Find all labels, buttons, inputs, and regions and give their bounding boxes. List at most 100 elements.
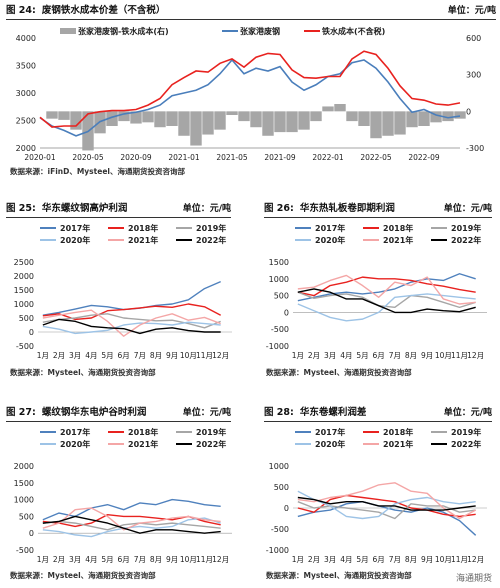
y-tick-label: -1000 [266,546,289,555]
x-tick-label: 10月 [435,351,452,360]
figure-25-chart: -500 0 500 1000 1500 2000 2500 1月 2月 3月 4月 5月 6月 7月 8月… [14,223,232,360]
figure-25-rule [6,217,231,218]
x-tick-label: 3月 [69,351,81,360]
x-tick-label: 7月 [389,555,401,564]
y-tick-label: -1000 [266,342,289,351]
area-bar [70,111,82,130]
series-line [297,494,476,518]
figure-28-source: 数据来源：Mysteel、海通期货投资咨询部 [266,571,412,580]
x-tick-label: 5月 [356,555,368,564]
x-tick-label: 1月 [37,351,49,360]
figure-unit: 单位：元/吨 [447,5,496,16]
y-tick-label: 1000 [14,496,34,505]
legend-label: 2019年 [451,427,481,437]
legend-label: 2020年 [60,235,90,245]
y-tick-label: -500 [271,525,289,534]
x-tick-label: 7月 [134,555,146,564]
series-line [42,498,221,521]
legend-label: 2022年 [196,439,226,449]
x-tick-label: 5月 [101,555,113,564]
x-tick-label: 4月 [85,351,97,360]
area-bar [454,111,466,119]
x-tick-label: 9月 [166,555,178,564]
figure-24-header: 图 24: 废钢铁水成本价差（不含税） 单位：元/吨 [6,0,496,18]
area-bar [442,111,454,122]
legend-label: 张家港废钢-铁水成本(右) [78,26,169,36]
y-tick-label: 1000 [269,462,289,471]
series-line [42,515,221,534]
x-tick-label: 5月 [101,351,113,360]
series-line [42,303,222,321]
y-tick-label-right: 0 [466,107,471,116]
series-line [297,293,476,322]
figure-number: 图 24: [6,5,36,16]
x-tick-label: 8月 [405,555,417,564]
x-tick-label: 4月 [340,555,352,564]
x-tick-label: 2月 [308,351,320,360]
series-line [297,288,476,314]
legend-label: 2021年 [128,235,158,245]
area-bar [202,111,214,135]
area-bar [334,104,346,112]
x-tick-label: 9月 [166,351,178,360]
y-tick-label: 2000 [14,462,34,471]
series-line [39,50,461,128]
x-tick-label: 11月 [196,351,213,360]
area-bar [214,111,226,130]
legend-label: 2019年 [196,223,226,233]
figure-title: 华东热轧板卷即期利润 [299,203,395,214]
figure-24-source: 数据来源：iFinD、Mysteel、海通期货投资咨询部 [10,167,185,176]
x-tick-label: 8月 [150,351,162,360]
y-tick-label: 0 [284,308,289,317]
area-bar [430,111,442,123]
legend-label: 2021年 [383,439,413,449]
series-line [42,318,221,335]
area-bar [418,111,430,126]
x-tick-label: 6月 [118,351,130,360]
area-bar [310,111,322,122]
legend-label: 2017年 [315,223,345,233]
y-tick-label-left: 2000 [16,144,36,153]
y-tick-label-right: 600 [466,34,481,43]
legend-label: 2017年 [315,427,345,437]
figure-title: 螺纹钢华东电炉谷时利润 [41,407,147,418]
area-bar [58,111,70,120]
legend-label: 2022年 [196,235,226,245]
legend-label: 2019年 [196,427,226,437]
y-tick-label: 2500 [14,258,34,267]
figure-26-source: 数据来源：Mysteel、海通期货投资咨询部 [266,368,412,377]
figure-number: 图 26: [264,203,294,214]
x-tick-label: 11月 [451,555,468,564]
series-line [42,517,221,538]
area-bar [370,111,382,139]
legend-label: 2021年 [128,439,158,449]
figure-27-header: 图 27: 螺纹钢华东电炉谷时利润 单位：元/吨 [6,402,231,420]
legend-label: 2017年 [60,223,90,233]
x-tick-label: 7月 [134,351,146,360]
y-tick-label: -500 [16,342,34,351]
y-tick-label: 1500 [269,258,289,267]
x-tick-label: 2020-09 [120,153,152,162]
figure-unit: 单位：元/吨 [182,407,231,418]
series-line [42,313,221,329]
y-tick-label: 500 [274,483,289,492]
series-line [42,520,221,531]
legend-label: 2022年 [451,235,481,245]
legend-label: 2018年 [383,427,413,437]
x-tick-label: 12月 [467,351,484,360]
figure-number: 图 28: [264,407,294,418]
figure-unit: 单位：元/吨 [182,203,231,214]
x-tick-label: 2022-01 [312,153,344,162]
x-tick-label: 2021-09 [264,153,296,162]
y-tick-label: 500 [19,314,34,323]
y-tick-label-left: 2500 [16,117,36,126]
area-bar [178,111,190,136]
x-tick-label: 12月 [212,555,229,564]
legend-label: 2018年 [383,223,413,233]
series-line [297,496,476,511]
area-bar [274,111,286,133]
legend-label: 2021年 [383,235,413,245]
figure-title: 华东螺纹钢高炉利润 [41,203,128,214]
x-tick-label: 12月 [212,351,229,360]
